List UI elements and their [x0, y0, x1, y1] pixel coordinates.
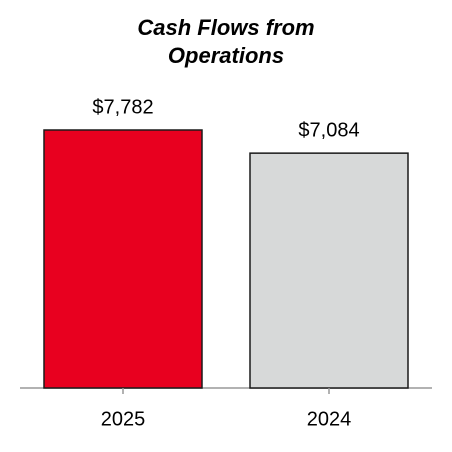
- chart-title: Cash Flows from Operations: [137, 15, 315, 68]
- bar: [43, 129, 203, 389]
- bar: [249, 152, 409, 389]
- value-label: $7,084: [298, 119, 359, 141]
- x-tick-label: 2024: [307, 408, 352, 430]
- x-tick-label: 2025: [101, 408, 146, 430]
- value-label: $7,782: [92, 96, 153, 118]
